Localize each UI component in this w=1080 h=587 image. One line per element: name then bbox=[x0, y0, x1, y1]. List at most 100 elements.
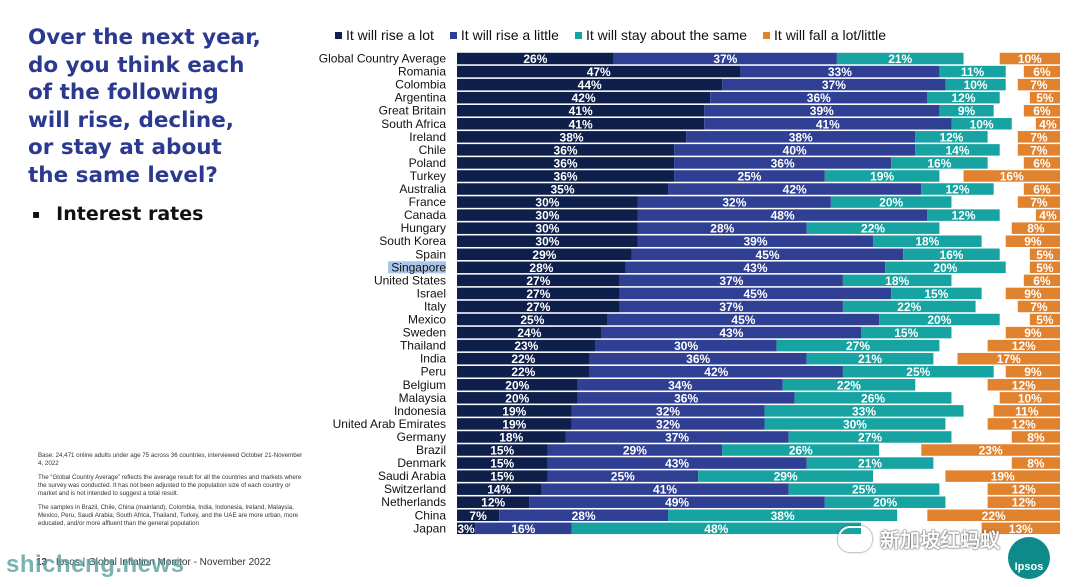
bar-segment bbox=[1035, 209, 1060, 221]
data-label: 21% bbox=[888, 52, 912, 66]
data-label: 47% bbox=[587, 65, 611, 79]
data-label: 15% bbox=[924, 287, 948, 301]
bar-segment bbox=[987, 418, 1060, 430]
bar-segment bbox=[993, 405, 1060, 417]
data-label: 24% bbox=[517, 326, 541, 340]
data-label: 4% bbox=[1039, 117, 1057, 131]
bar-segment bbox=[637, 196, 831, 208]
bar-segment bbox=[1023, 157, 1060, 169]
category-label: Great Britain bbox=[379, 104, 446, 118]
data-label: 7% bbox=[1030, 196, 1048, 210]
category-label: Singapore bbox=[391, 260, 446, 274]
data-label: 30% bbox=[674, 339, 698, 353]
data-label: 15% bbox=[490, 457, 514, 471]
category-label: Australia bbox=[399, 182, 446, 196]
bar-segment bbox=[1035, 118, 1060, 130]
data-label: 27% bbox=[526, 300, 550, 314]
bar-segment bbox=[601, 326, 862, 339]
bar-segment bbox=[806, 222, 940, 234]
bar-segment bbox=[457, 91, 711, 104]
bar-segment bbox=[764, 418, 946, 430]
bar-segment bbox=[686, 131, 916, 143]
bar-segment bbox=[987, 379, 1060, 391]
bar-segment bbox=[457, 287, 620, 300]
category-label: Brazil bbox=[416, 443, 446, 457]
bar-segment bbox=[457, 144, 675, 156]
data-label: 19% bbox=[991, 470, 1015, 484]
data-label: 22% bbox=[511, 352, 535, 366]
bar-segment bbox=[915, 144, 1000, 156]
bar-segment bbox=[776, 339, 940, 352]
bar-segment bbox=[577, 379, 783, 391]
category-label: Sweden bbox=[403, 326, 446, 340]
data-label: 12% bbox=[939, 130, 963, 144]
data-label: 36% bbox=[554, 156, 578, 170]
data-label: 38% bbox=[771, 509, 795, 523]
data-label: 45% bbox=[756, 248, 780, 262]
bar-segment bbox=[668, 183, 922, 195]
data-label: 25% bbox=[737, 169, 761, 183]
data-label: 12% bbox=[1012, 378, 1036, 392]
data-label: 34% bbox=[668, 378, 692, 392]
bar-segment bbox=[788, 431, 952, 443]
bar-segment bbox=[457, 352, 590, 365]
bar-segment bbox=[457, 65, 741, 78]
data-label: 9% bbox=[1024, 287, 1042, 301]
data-label: 40% bbox=[783, 143, 807, 157]
bar-segment bbox=[457, 235, 638, 247]
bar-segment bbox=[939, 65, 1006, 78]
topic-bullet: ▪ Interest rates bbox=[28, 203, 298, 225]
bar-segment bbox=[457, 418, 572, 430]
legend-item-stay: It will stay about the same bbox=[574, 27, 747, 43]
bar-segment bbox=[824, 496, 946, 508]
data-label: 48% bbox=[771, 209, 795, 223]
data-label: 37% bbox=[713, 52, 737, 66]
category-label: Spain bbox=[415, 247, 446, 261]
data-label: 7% bbox=[1030, 143, 1048, 157]
data-label: 5% bbox=[1036, 248, 1054, 262]
category-label: Colombia bbox=[395, 78, 446, 92]
data-label: 41% bbox=[816, 117, 840, 131]
wechat-icon bbox=[838, 525, 872, 552]
footer-text: Ipsos | Global Inflation Monitor - Novem… bbox=[55, 557, 271, 568]
bar-segment bbox=[457, 444, 548, 456]
data-label: 8% bbox=[1027, 222, 1045, 236]
data-label: 19% bbox=[870, 169, 894, 183]
data-label: 12% bbox=[481, 496, 505, 510]
legend-item-rise-lot: It will rise a lot bbox=[335, 27, 434, 43]
data-label: 37% bbox=[719, 300, 743, 314]
data-label: 11% bbox=[961, 65, 985, 79]
site-watermark: shicheng.news bbox=[6, 551, 185, 578]
bar-segment bbox=[945, 78, 1006, 91]
bar-segment bbox=[1017, 196, 1060, 208]
data-label: 12% bbox=[952, 91, 976, 105]
bar-segment bbox=[457, 326, 602, 339]
ipsos-logo: Ipsos bbox=[1008, 537, 1050, 579]
data-label: 42% bbox=[572, 91, 596, 105]
bar-segment bbox=[1023, 65, 1060, 78]
data-label: 30% bbox=[535, 196, 559, 210]
bar-segment bbox=[885, 261, 1006, 274]
bar-segment bbox=[830, 196, 952, 208]
category-label: United States bbox=[374, 273, 446, 287]
data-label: 27% bbox=[526, 274, 550, 288]
legend-item-rise-little: It will rise a little bbox=[449, 27, 559, 43]
category-label: Germany bbox=[397, 430, 446, 444]
data-label: 23% bbox=[979, 444, 1003, 458]
bar-segment bbox=[824, 170, 940, 182]
bar-segment bbox=[903, 248, 1000, 261]
category-label: Italy bbox=[424, 299, 446, 313]
bar-segment bbox=[457, 470, 548, 482]
data-label: 28% bbox=[710, 222, 734, 236]
data-label: 7% bbox=[1030, 78, 1048, 92]
data-label: 7% bbox=[1030, 300, 1048, 314]
category-label: Turkey bbox=[410, 169, 446, 183]
data-label: 37% bbox=[719, 274, 743, 288]
data-label: 43% bbox=[743, 261, 767, 275]
bar-segment bbox=[987, 339, 1060, 352]
category-label: Japan bbox=[413, 521, 446, 535]
data-label: 33% bbox=[852, 404, 876, 418]
data-label: 19% bbox=[502, 417, 526, 431]
legend-swatch-icon bbox=[574, 31, 582, 39]
